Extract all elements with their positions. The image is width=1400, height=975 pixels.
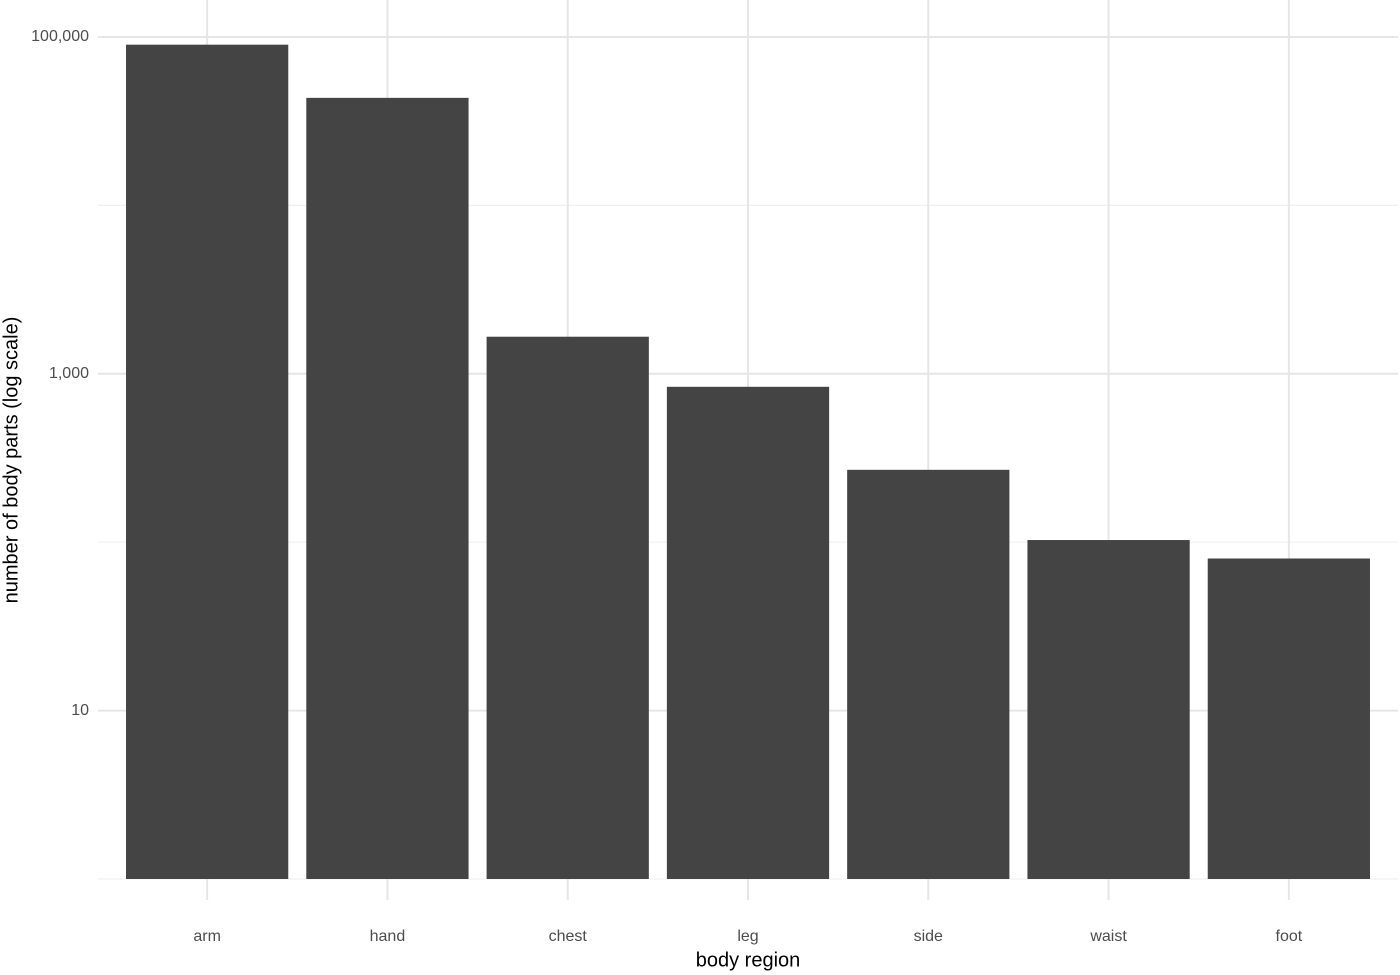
x-tick-label: foot bbox=[1276, 928, 1303, 945]
bar bbox=[1027, 540, 1190, 879]
bars bbox=[126, 44, 1370, 880]
y-tick-label: 10 bbox=[71, 702, 89, 719]
bar bbox=[306, 97, 469, 879]
x-axis-title: body region bbox=[696, 949, 801, 971]
x-tick-label: chest bbox=[549, 928, 588, 945]
x-tick-label: hand bbox=[370, 928, 406, 945]
bar bbox=[847, 469, 1010, 879]
bar bbox=[1207, 558, 1370, 879]
x-tick-label: waist bbox=[1089, 928, 1127, 945]
x-tick-label: side bbox=[914, 928, 943, 945]
bar bbox=[666, 386, 830, 879]
bar bbox=[126, 44, 289, 880]
bar bbox=[486, 336, 649, 880]
y-tick-label: 1,000 bbox=[49, 365, 89, 382]
x-tick-label: arm bbox=[193, 928, 221, 945]
x-tick-label: leg bbox=[737, 928, 758, 945]
y-tick-label: 100,000 bbox=[31, 28, 89, 45]
y-axis-title: number of body parts (log scale) bbox=[0, 317, 22, 604]
